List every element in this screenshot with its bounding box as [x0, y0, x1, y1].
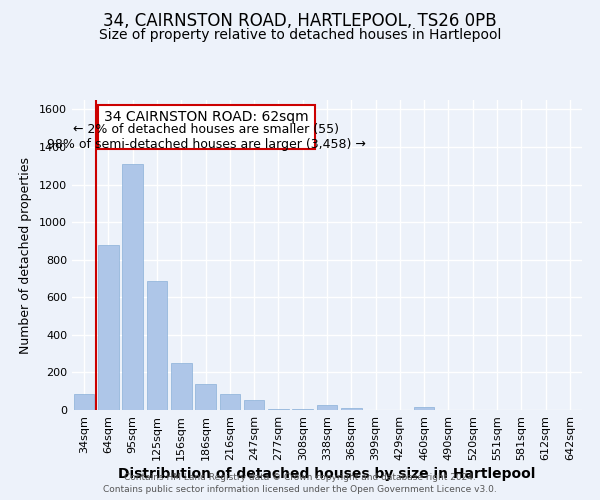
Text: Size of property relative to detached houses in Hartlepool: Size of property relative to detached ho…: [99, 28, 501, 42]
Bar: [98, 244, 119, 410]
Bar: [171, 363, 191, 410]
Bar: [74, 394, 94, 410]
Bar: [122, 164, 143, 410]
Bar: [268, 409, 289, 410]
Bar: [414, 407, 434, 410]
Text: 34, CAIRNSTON ROAD, HARTLEPOOL, TS26 0PB: 34, CAIRNSTON ROAD, HARTLEPOOL, TS26 0PB: [103, 12, 497, 30]
Bar: [146, 282, 167, 410]
Y-axis label: Number of detached properties: Number of detached properties: [19, 156, 32, 354]
Bar: [220, 394, 240, 410]
Text: ← 2% of detached houses are smaller (55): ← 2% of detached houses are smaller (55): [73, 124, 339, 136]
Bar: [244, 400, 265, 410]
Text: Contains public sector information licensed under the Open Government Licence v3: Contains public sector information licen…: [103, 485, 497, 494]
Text: 98% of semi-detached houses are larger (3,458) →: 98% of semi-detached houses are larger (…: [47, 138, 365, 150]
Text: 34 CAIRNSTON ROAD: 62sqm: 34 CAIRNSTON ROAD: 62sqm: [104, 110, 308, 124]
Bar: [292, 409, 313, 410]
X-axis label: Distribution of detached houses by size in Hartlepool: Distribution of detached houses by size …: [118, 467, 536, 481]
FancyBboxPatch shape: [97, 104, 315, 149]
Text: Contains HM Land Registry data © Crown copyright and database right 2024.: Contains HM Land Registry data © Crown c…: [124, 472, 476, 482]
Bar: [341, 408, 362, 410]
Bar: [317, 406, 337, 410]
Bar: [195, 384, 216, 410]
